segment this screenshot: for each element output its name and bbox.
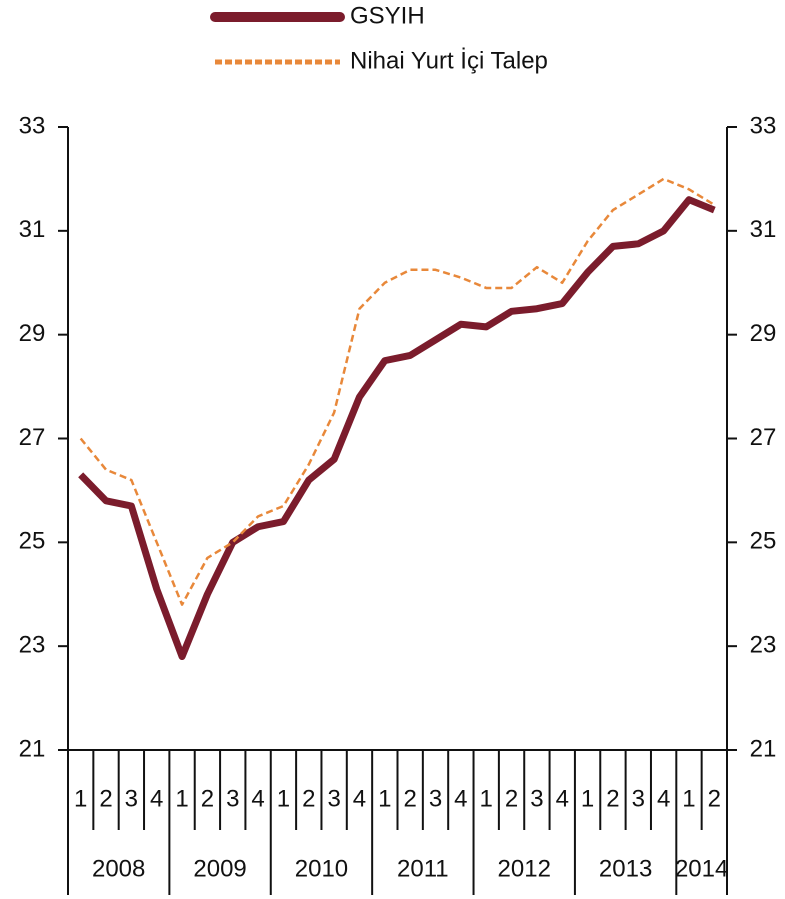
x-tick-label: 2 <box>302 785 315 812</box>
x-tick-label: 2 <box>606 785 619 812</box>
year-label: 2013 <box>599 855 652 882</box>
y-tick-label: 25 <box>19 528 46 555</box>
x-tick-label: 4 <box>251 785 264 812</box>
year-label: 2009 <box>193 855 246 882</box>
x-tick-label: 4 <box>556 785 569 812</box>
x-tick-label: 1 <box>74 785 87 812</box>
x-tick-label: 4 <box>454 785 467 812</box>
year-label: 2011 <box>397 855 449 882</box>
x-tick-label: 2 <box>708 785 721 812</box>
x-tick-label: 3 <box>530 785 543 812</box>
x-tick-label: 1 <box>682 785 695 812</box>
x-tick-label: 1 <box>581 785 594 812</box>
x-tick-label: 1 <box>277 785 290 812</box>
x-tick-label: 3 <box>125 785 138 812</box>
x-tick-label: 1 <box>378 785 391 812</box>
y-tick-label: 23 <box>19 632 46 659</box>
x-tick-label: 4 <box>657 785 670 812</box>
x-tick-label: 3 <box>226 785 239 812</box>
y2-tick-label: 25 <box>750 528 777 555</box>
y2-tick-label: 21 <box>750 735 777 762</box>
y2-tick-label: 33 <box>750 112 777 139</box>
y-tick-label: 29 <box>19 320 46 347</box>
x-tick-label: 2 <box>505 785 518 812</box>
x-tick-label: 2 <box>201 785 214 812</box>
x-tick-label: 4 <box>353 785 366 812</box>
y2-tick-label: 29 <box>750 320 777 347</box>
x-tick-label: 3 <box>327 785 340 812</box>
series-line <box>78 196 716 661</box>
legend-label: GSYIH <box>350 2 425 29</box>
y-tick-label: 21 <box>19 735 46 762</box>
y-tick-label: 33 <box>19 112 46 139</box>
x-tick-label: 1 <box>175 785 188 812</box>
series-line <box>79 177 715 606</box>
x-tick-label: 3 <box>632 785 645 812</box>
y2-tick-label: 27 <box>750 424 777 451</box>
year-label: 2012 <box>498 855 551 882</box>
year-label: 2008 <box>92 855 145 882</box>
x-tick-label: 2 <box>403 785 416 812</box>
legend-label: Nihai Yurt İçi Talep <box>350 47 548 74</box>
x-tick-label: 4 <box>150 785 163 812</box>
x-tick-label: 1 <box>480 785 493 812</box>
year-label: 2014 <box>675 855 728 882</box>
y-tick-label: 31 <box>19 216 46 243</box>
y2-tick-label: 23 <box>750 632 777 659</box>
year-label: 2010 <box>295 855 348 882</box>
x-tick-label: 3 <box>429 785 442 812</box>
y2-tick-label: 31 <box>750 216 777 243</box>
x-tick-label: 2 <box>99 785 112 812</box>
y-tick-label: 27 <box>19 424 46 451</box>
